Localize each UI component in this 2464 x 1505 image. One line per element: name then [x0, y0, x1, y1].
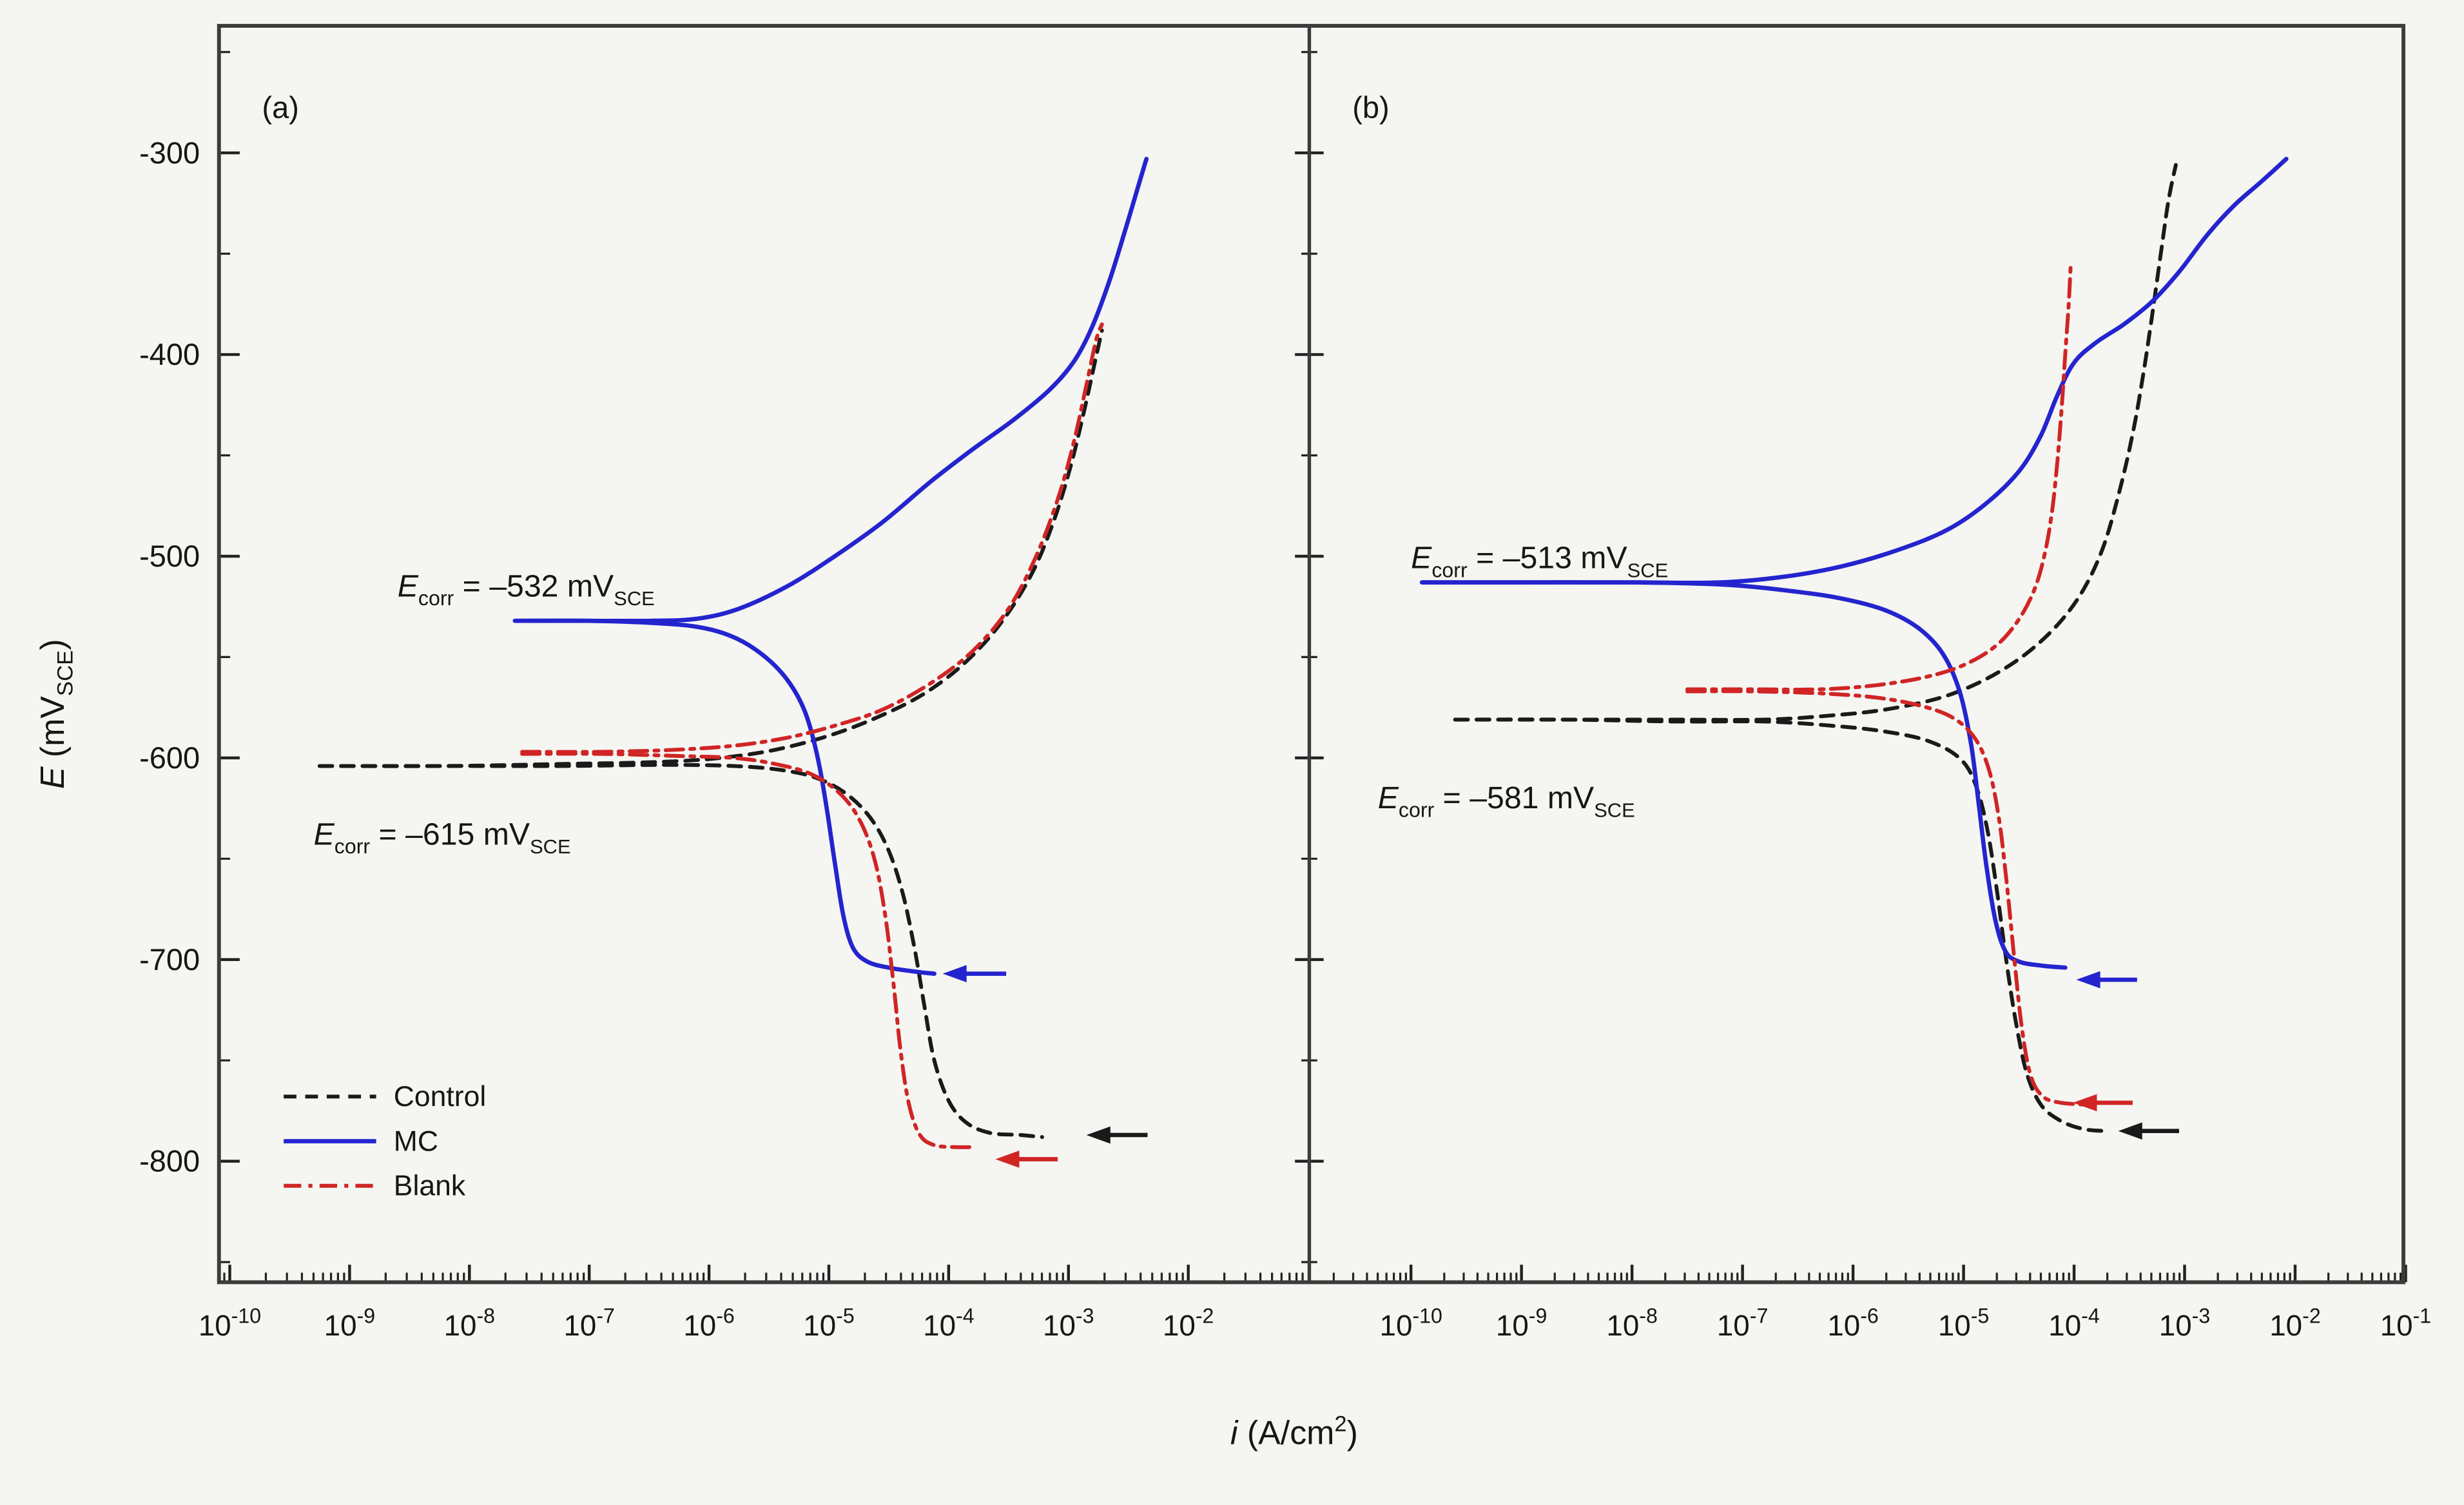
curve-blank-cathodic-a	[520, 752, 977, 1149]
x-tick-label: 10-7	[1717, 1304, 1768, 1342]
arrow-head-left-icon	[2076, 971, 2100, 989]
legend-label: Control	[394, 1081, 486, 1112]
curve-control-cathodic-a	[317, 762, 1044, 1140]
x-tick-label: 10-2	[1163, 1304, 1214, 1342]
y-axis-ticks: -300 -400 -500 -600 -700 -800	[139, 51, 1324, 1263]
ecorr-mc-a-annotation: Ecorr = –532 mVSCE	[398, 569, 655, 610]
curve-blank-anodic-a	[520, 322, 1104, 754]
panel-label-a: (a)	[262, 90, 299, 124]
x-tick-label: 10-10	[199, 1304, 261, 1342]
cathodic-limit-mc-a-arrow	[942, 965, 1007, 983]
series-group-a	[317, 157, 1149, 1149]
panel-b: 10-10 10-9 10-8 10-7 10-6 10-5 10-4 10-3 10-2 10-…	[1332, 90, 2431, 1342]
cathodic-limit-mc-b-arrow	[2076, 971, 2137, 989]
x-tick-label: 10-8	[1606, 1304, 1657, 1342]
cathodic-limit-blank-b-arrow	[2073, 1094, 2133, 1112]
cathodic-limit-control-a-arrow	[1086, 1126, 1148, 1144]
curve-control-anodic-b	[1453, 162, 2178, 722]
legend-item-mc: MC	[284, 1125, 438, 1157]
y-tick-label: -600	[139, 741, 200, 775]
x-tick-label: 10-5	[803, 1304, 854, 1342]
x-tick-label: 10-8	[444, 1304, 495, 1342]
x-tick-label: 10-6	[1827, 1304, 1878, 1342]
cathodic-limit-blank-a-arrow	[995, 1151, 1058, 1168]
y-tick-label: -500	[139, 539, 200, 573]
y-axis-title: E (mVSCE)	[34, 639, 78, 789]
panel-label-b: (b)	[1352, 90, 1389, 124]
x-tick-label: 10-3	[2159, 1304, 2210, 1342]
curve-control-anodic-a	[317, 328, 1104, 768]
legend: Control MC Blank	[284, 1081, 486, 1202]
cathodic-limit-control-b-arrow	[2118, 1122, 2179, 1140]
arrow-head-left-icon	[2118, 1122, 2142, 1140]
y-tick-label: -400	[139, 337, 200, 371]
x-tick-label: 10-2	[2269, 1304, 2320, 1342]
curve-mc-anodic-b	[1419, 157, 2289, 585]
x-tick-label: 10-3	[1043, 1304, 1094, 1342]
x-tick-label: 10-4	[923, 1304, 974, 1342]
ecorr-control-a-annotation: Ecorr = –615 mVSCE	[314, 817, 571, 858]
arrow-head-left-icon	[995, 1151, 1020, 1168]
x-tick-label: 10-1	[2380, 1304, 2431, 1342]
series-group-b	[1419, 157, 2289, 1133]
arrow-head-left-icon	[2073, 1094, 2097, 1112]
x-tick-label: 10-7	[563, 1304, 614, 1342]
legend-label: MC	[394, 1125, 438, 1157]
x-axis-ticks-a: 10-10 10-9 10-8 10-7 10-6 10-5 10-4 10-3 10-2	[199, 1265, 1304, 1342]
panel-a: 10-10 10-9 10-8 10-7 10-6 10-5 10-4 10-3 10-2 Eco…	[199, 90, 1304, 1342]
x-tick-label: 10-6	[683, 1304, 734, 1342]
y-tick-label: -300	[139, 135, 200, 170]
plot-frame	[217, 24, 2405, 1285]
arrow-head-left-icon	[1086, 1126, 1111, 1144]
curve-blank-anodic-b	[1685, 262, 2073, 692]
x-tick-label: 10-10	[1380, 1304, 1442, 1342]
y-tick-label: -700	[139, 942, 200, 976]
curve-blank-cathodic-b	[1685, 689, 2090, 1107]
ecorr-control-b-annotation: Ecorr = –581 mVSCE	[1378, 781, 1635, 822]
ecorr-mc-b-annotation: Ecorr = –513 mVSCE	[1411, 541, 1668, 582]
curve-mc-cathodic-a	[512, 618, 936, 976]
x-tick-label: 10-5	[1938, 1304, 1989, 1342]
legend-item-blank: Blank	[284, 1170, 466, 1202]
y-tick-label: -800	[139, 1144, 200, 1178]
x-axis-title: i (A/cm2)	[1230, 1412, 1358, 1452]
legend-item-control: Control	[284, 1081, 486, 1112]
arrow-head-left-icon	[942, 965, 967, 983]
x-tick-label: 10-9	[324, 1304, 375, 1342]
x-tick-label: 10-9	[1496, 1304, 1547, 1342]
legend-label: Blank	[394, 1170, 466, 1202]
curve-mc-anodic-a	[512, 157, 1149, 623]
x-tick-label: 10-4	[2048, 1304, 2099, 1342]
